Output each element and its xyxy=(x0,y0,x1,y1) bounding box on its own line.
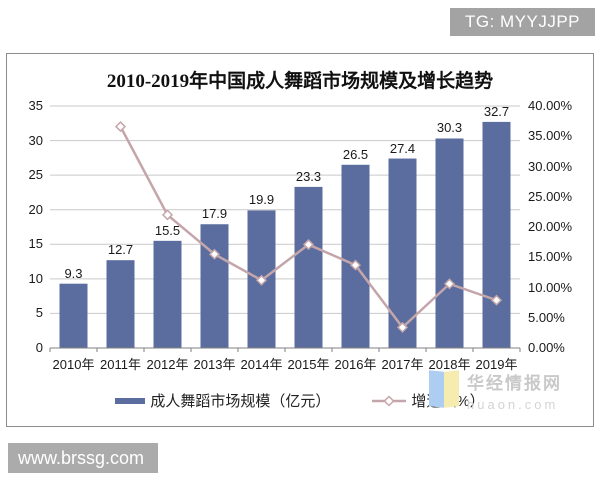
x-axis-label: 2013年 xyxy=(193,357,236,372)
chart-canvas xyxy=(49,105,521,352)
right-axis-tick-label: 10.00% xyxy=(528,279,573,295)
x-axis-label: 2019年 xyxy=(475,357,518,372)
x-axis-label: 2010年 xyxy=(52,357,95,372)
growth-marker xyxy=(114,121,127,133)
growth-marker xyxy=(302,238,315,251)
tg-watermark-badge: TG: MYYJJPP xyxy=(450,8,595,36)
legend-item-market-size: 成人舞蹈市场规模（亿元） xyxy=(115,390,330,411)
legend-label-market-size: 成人舞蹈市场规模（亿元） xyxy=(150,393,331,410)
bar-2019年 xyxy=(482,121,511,348)
left-axis-tick-label: 20 xyxy=(28,201,43,217)
left-axis-tick-label: 15 xyxy=(28,236,43,252)
bar-series-swatch xyxy=(115,397,146,404)
bar-2018年 xyxy=(435,138,464,348)
growth-marker xyxy=(208,248,221,260)
right-axis-tick-label: 30.00% xyxy=(528,158,573,174)
x-axis-label: 2017年 xyxy=(381,357,424,372)
plot-area xyxy=(49,105,521,354)
bar-value-label: 15.5 xyxy=(154,222,181,238)
left-axis-tick-label: 25 xyxy=(28,167,43,183)
growth-marker xyxy=(161,209,174,221)
site-watermark-badge: www.brssg.com xyxy=(8,443,158,473)
x-axis-label: 2016年 xyxy=(334,357,377,372)
bar-value-label: 26.5 xyxy=(342,146,369,162)
bar-value-label: 32.7 xyxy=(483,103,510,119)
growth-marker xyxy=(349,259,362,271)
bar-2010年 xyxy=(59,283,88,348)
bar-2011年 xyxy=(106,260,135,348)
legend-item-growth: 增速（%） xyxy=(372,390,485,411)
chart-frame: 2010-2019年中国成人舞蹈市场规模及增长趋势 9.3 12.7 15.5 17.… xyxy=(6,53,594,427)
bar-2012年 xyxy=(153,240,182,348)
bar-2016年 xyxy=(341,164,370,348)
bar-value-label: 12.7 xyxy=(107,242,134,258)
x-axis-label: 2012年 xyxy=(146,357,189,372)
growth-marker xyxy=(255,274,268,286)
right-axis-tick-label: 0.00% xyxy=(528,340,565,355)
right-axis-tick-label: 25.00% xyxy=(528,188,573,204)
right-axis-tick-label: 35.00% xyxy=(528,128,573,144)
left-axis-tick-label: 30 xyxy=(28,132,43,148)
growth-marker xyxy=(443,278,456,290)
bar-2015年 xyxy=(294,186,323,348)
x-axis-label: 2011年 xyxy=(100,357,141,372)
left-axis-tick-label: 35 xyxy=(28,98,43,113)
bar-value-label: 9.3 xyxy=(64,265,83,281)
line-series-swatch xyxy=(372,394,407,407)
right-axis-tick-label: 5.00% xyxy=(528,309,565,325)
bar-value-label: 23.3 xyxy=(295,168,322,184)
bar-value-label: 30.3 xyxy=(436,120,463,136)
left-axis-tick-label: 5 xyxy=(35,305,43,321)
right-axis-tick-label: 20.00% xyxy=(528,219,573,234)
growth-marker xyxy=(396,321,409,333)
x-axis-label: 2014年 xyxy=(240,357,283,372)
x-axis-label: 2015年 xyxy=(287,357,330,372)
legend-diamond-marker xyxy=(383,394,395,407)
left-axis-tick-label: 0 xyxy=(35,340,43,355)
bar-value-label: 19.9 xyxy=(248,192,275,208)
right-axis-tick-label: 15.00% xyxy=(528,249,573,265)
x-axis-label: 2018年 xyxy=(428,357,471,372)
left-axis-tick-label: 10 xyxy=(28,270,43,286)
chart-title: 2010-2019年中国成人舞蹈市场规模及增长趋势 xyxy=(106,71,494,92)
right-axis-tick-label: 40.00% xyxy=(528,98,573,113)
bar-value-label: 17.9 xyxy=(201,206,228,222)
legend-label-growth: 增速（%） xyxy=(411,393,485,410)
bar-2013年 xyxy=(200,224,229,348)
growth-marker xyxy=(490,294,503,306)
bar-value-label: 27.4 xyxy=(389,140,416,156)
chart-legend: 成人舞蹈市场规模（亿元） 增速（%） xyxy=(7,390,593,411)
